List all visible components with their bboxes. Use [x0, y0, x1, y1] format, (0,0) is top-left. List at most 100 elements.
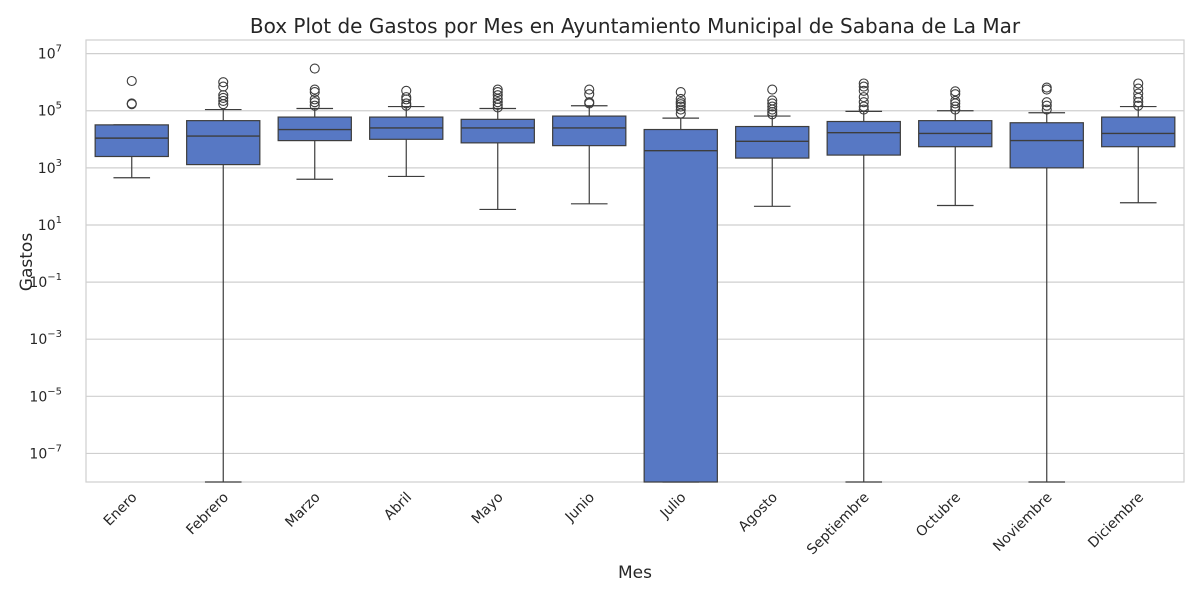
outlier-point — [950, 101, 961, 112]
box-julio — [643, 87, 718, 483]
outlier-point — [492, 99, 503, 110]
iqr-box — [1101, 116, 1176, 148]
box-enero — [94, 75, 169, 179]
iqr-box — [1009, 122, 1084, 169]
x-tick-label: Junio — [562, 490, 598, 526]
outlier-point — [126, 75, 137, 87]
outlier-point — [401, 98, 412, 109]
x-axis-label: Mes — [618, 563, 652, 583]
outlier-point — [858, 81, 869, 92]
y-tick-label: 107 — [38, 44, 62, 63]
x-tick-label: Diciembre — [1085, 490, 1147, 552]
outlier-point — [675, 101, 686, 112]
x-tick-label: Noviembre — [990, 490, 1055, 555]
outlier-point — [675, 87, 686, 98]
x-tick-label: Octubre — [913, 490, 964, 541]
outlier-point — [858, 78, 869, 89]
x-tick-label: Septiembre — [804, 490, 873, 559]
box-abril — [369, 85, 444, 178]
outlier-point — [126, 99, 137, 110]
outlier-point — [584, 97, 595, 108]
outlier-point — [767, 101, 778, 112]
y-tick-label: 10−5 — [29, 386, 62, 405]
box-diciembre — [1101, 78, 1176, 204]
x-tick-label: Febrero — [183, 490, 232, 539]
outlier-point — [675, 104, 686, 115]
iqr-box — [94, 124, 169, 158]
box-junio — [552, 84, 627, 205]
outlier-point — [1133, 100, 1144, 111]
outlier-point — [584, 89, 595, 100]
outlier-point — [767, 95, 778, 106]
outlier-point — [492, 87, 503, 98]
outlier-point — [858, 97, 869, 108]
outlier-point — [401, 85, 412, 96]
iqr-box — [460, 118, 535, 144]
outlier-point — [950, 86, 961, 97]
box-marzo — [277, 63, 352, 180]
outlier-point — [218, 81, 229, 92]
y-tick-labels: 107 105 103 101 10−1 10−3 10−5 10−7 — [29, 44, 62, 463]
chart-title: Box Plot de Gastos por Mes en Ayuntamien… — [250, 14, 1021, 38]
outlier-point — [767, 84, 778, 95]
outlier-point — [492, 90, 503, 101]
box-octubre — [918, 86, 993, 207]
outlier-point — [492, 97, 503, 108]
outlier-point — [1041, 100, 1052, 111]
outlier-point — [309, 84, 320, 95]
iqr-box — [826, 120, 901, 156]
y-tick-label: 103 — [38, 158, 62, 177]
outlier-point — [492, 84, 503, 95]
outlier-point — [1041, 97, 1052, 108]
iqr-box — [643, 128, 718, 483]
x-tick-label: Julio — [657, 490, 690, 523]
box-mayo — [460, 84, 535, 211]
outlier-point — [1133, 88, 1144, 99]
outlier-point — [767, 98, 778, 109]
outlier-point — [675, 93, 686, 104]
outlier-point — [1041, 84, 1052, 95]
x-tick-label: Agosto — [736, 490, 782, 536]
x-tick-label: Mayo — [469, 490, 507, 528]
outlier-point — [858, 85, 869, 96]
x-tick-label: Abril — [381, 490, 415, 524]
outlier-point — [1041, 104, 1052, 115]
iqr-box — [552, 115, 627, 147]
y-axis-label: Gastos — [17, 233, 37, 292]
iqr-box — [186, 120, 261, 166]
outlier-point — [218, 92, 229, 104]
x-tick-label: Enero — [101, 490, 141, 530]
outlier-point — [309, 94, 320, 105]
box-septiembre — [826, 78, 901, 483]
outlier-point — [1041, 82, 1052, 93]
plot-frame — [85, 39, 1185, 483]
outlier-point — [858, 92, 869, 103]
x-tick-label: Marzo — [282, 490, 323, 531]
outlier-point — [401, 92, 412, 103]
box-layer — [94, 63, 1176, 483]
outlier-point — [309, 87, 320, 98]
outlier-point — [218, 77, 229, 88]
iqr-box — [735, 125, 810, 159]
outlier-point — [950, 89, 961, 100]
outlier-point — [584, 84, 595, 95]
y-tick-label: 10−3 — [29, 329, 62, 348]
outlier-point — [309, 97, 320, 108]
outlier-point — [858, 104, 869, 115]
y-tick-label: 105 — [38, 101, 62, 120]
x-tick-labels: Enero Febrero Marzo Abril Mayo Junio Julio Agos… — [101, 490, 1147, 559]
y-tick-label: 101 — [38, 215, 62, 234]
outlier-point — [675, 97, 686, 108]
outlier-point — [218, 95, 229, 107]
outlier-point — [1133, 78, 1144, 89]
y-tick-label: 10−1 — [29, 272, 62, 291]
box-noviembre — [1009, 82, 1084, 483]
outlier-point — [309, 100, 320, 111]
box-agosto — [735, 84, 810, 207]
outlier-point — [1133, 83, 1144, 94]
outlier-point — [950, 95, 961, 107]
grid-layer — [86, 53, 1184, 455]
box-febrero — [186, 77, 261, 483]
